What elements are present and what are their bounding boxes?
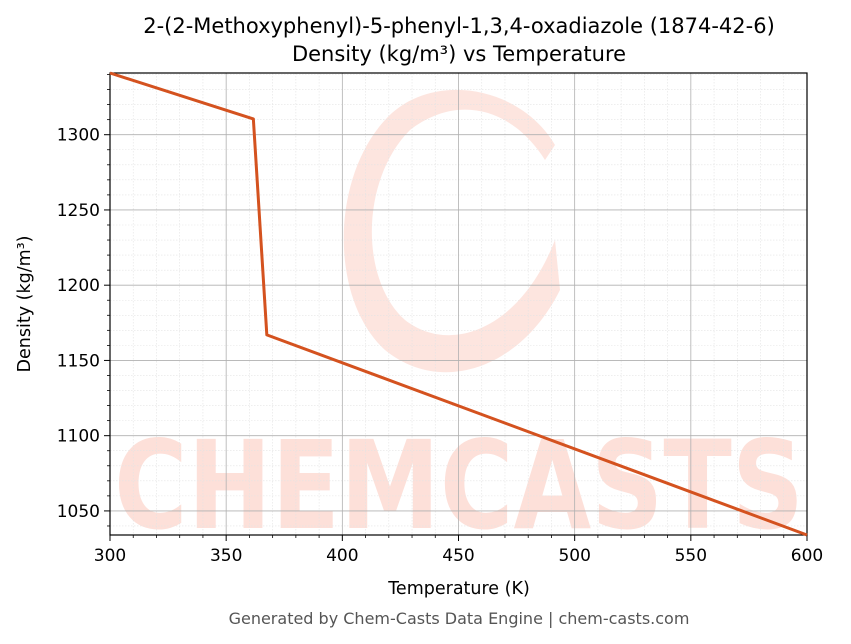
watermark-text: CHEMCASTS [114, 415, 804, 557]
x-tick-label: 500 [558, 546, 590, 566]
axis-ticks: 300 350 400 450 500 550 600 1050 1100 1150 1200 125… [57, 74, 823, 566]
y-tick-label: 1200 [57, 276, 100, 296]
y-tick-label: 1250 [57, 201, 100, 221]
watermark: CHEMCASTS [114, 89, 804, 557]
chart-subtitle: Density (kg/m³) vs Temperature [292, 42, 626, 66]
y-tick-label: 1300 [57, 126, 100, 146]
x-tick-label: 300 [94, 546, 126, 566]
series-layer [109, 71, 808, 537]
x-tick-label: 400 [326, 546, 358, 566]
x-tick-label: 450 [442, 546, 474, 566]
y-tick-label: 1050 [57, 502, 100, 522]
chart-title: 2-(2-Methoxyphenyl)-5-phenyl-1,3,4-oxadi… [143, 14, 775, 38]
watermark-swirl-logo [343, 89, 560, 373]
y-tick-label: 1150 [57, 351, 100, 371]
x-tick-label: 600 [791, 546, 823, 566]
x-tick-label: 350 [210, 546, 242, 566]
footer-credit: Generated by Chem-Casts Data Engine | ch… [229, 609, 690, 628]
density-series-line [109, 71, 808, 537]
y-axis-label: Density (kg/m³) [15, 236, 35, 373]
x-tick-label: 550 [675, 546, 707, 566]
y-tick-label: 1100 [57, 427, 100, 447]
x-axis-label: Temperature (K) [387, 579, 530, 599]
